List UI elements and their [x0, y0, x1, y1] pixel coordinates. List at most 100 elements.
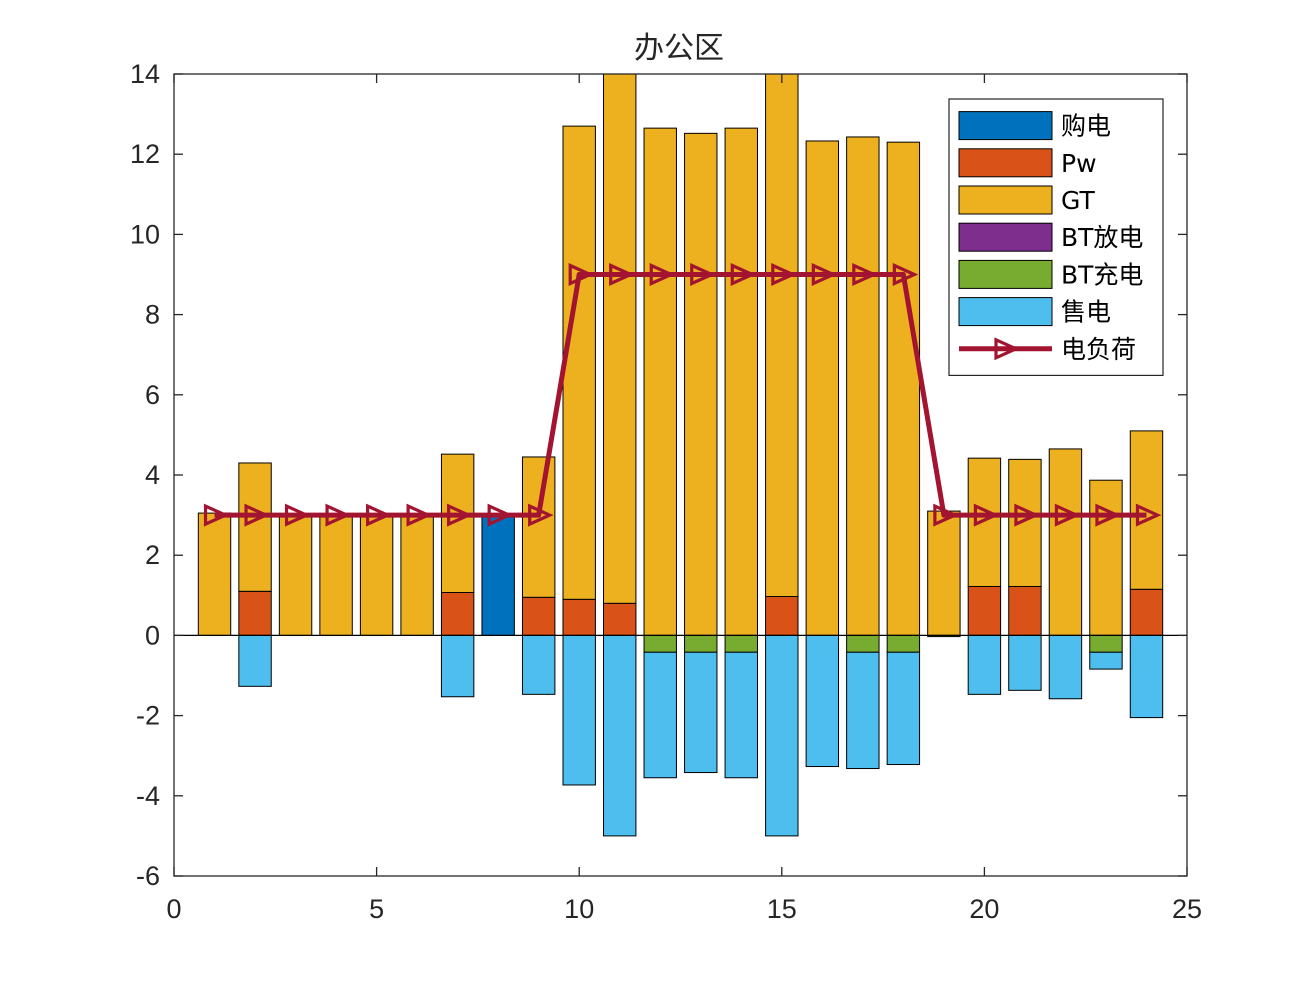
- bar-series1-2: [238, 590, 272, 636]
- bar-series2-4: [319, 514, 353, 636]
- bar-series5-7: [440, 634, 475, 698]
- legend-swatch-0: [958, 111, 1053, 141]
- bar-series4-14: [724, 634, 758, 653]
- bar-series5-13: [684, 651, 718, 774]
- load-line: [214, 272, 1147, 518]
- load-marker-18: [892, 263, 919, 286]
- bar-series0-8: [481, 514, 515, 636]
- bar-series2-20: [967, 457, 1002, 587]
- legend-swatch-5: [958, 297, 1053, 327]
- legend-label-5: 售电: [1061, 298, 1111, 327]
- bar-series2-17: [846, 136, 880, 636]
- bar-series2-22: [1048, 448, 1083, 636]
- y-tick-label-6: 6: [145, 380, 160, 410]
- load-marker-13: [690, 263, 716, 286]
- bar-series5-15: [765, 634, 799, 837]
- legend-swatch-2: [958, 185, 1053, 215]
- y-tick-label-4: 4: [145, 460, 160, 490]
- legend-label-1: Pw: [1061, 149, 1097, 178]
- y-tick-label--4: -4: [136, 781, 160, 811]
- chart-title: 办公区: [634, 31, 724, 66]
- load-marker-24: [1135, 503, 1162, 527]
- bar-series5-12: [643, 651, 677, 779]
- bar-series5-21: [1008, 634, 1042, 691]
- load-marker-10: [568, 263, 595, 286]
- x-tick-label-20: 20: [969, 894, 999, 924]
- axes-layer: 0 5 10 15 20 25 -6 -4 -2 0 2 4 6 8 10 12 14: [130, 59, 1202, 924]
- bar-series5-11: [603, 634, 637, 837]
- bar-series5-18: [886, 651, 921, 766]
- legend-swatch-3: [958, 222, 1053, 252]
- load-marker-4: [325, 503, 351, 527]
- load-marker-17: [852, 263, 878, 286]
- load-marker-11: [609, 263, 635, 286]
- y-tick-label-14: 14: [130, 59, 160, 89]
- x-tick-label-5: 5: [369, 894, 384, 924]
- bar-series2-5: [359, 514, 394, 636]
- x-tick-label-0: 0: [166, 894, 181, 924]
- load-marker-7: [447, 503, 473, 527]
- bar-series5-17: [846, 651, 880, 770]
- bar-series2-21: [1008, 458, 1042, 587]
- bar-series2-15: [765, 73, 799, 598]
- bar-series4-17: [846, 634, 880, 653]
- y-tick-label-8: 8: [145, 300, 160, 330]
- bars-layer: [197, 73, 1164, 837]
- bar-series4-18: [886, 634, 921, 653]
- bar-series2-3: [278, 514, 313, 636]
- load-marker-2: [244, 503, 270, 527]
- legend-label-3: BT放电: [1061, 223, 1143, 252]
- bar-series4-13: [684, 634, 718, 653]
- bar-series4-23: [1089, 634, 1123, 653]
- bar-series2-2: [238, 462, 272, 592]
- legend-swatch-4: [958, 259, 1053, 289]
- y-tick-label-0: 0: [145, 620, 160, 650]
- bar-series2-13: [684, 132, 718, 636]
- bar-series1-21: [1008, 585, 1042, 636]
- load-marker-23: [1095, 503, 1121, 527]
- bar-series2-18: [886, 141, 921, 636]
- bar-series1-7: [440, 591, 475, 636]
- load-marker-3: [284, 503, 311, 527]
- load-marker-9: [528, 503, 554, 527]
- load-marker-5: [366, 503, 392, 527]
- load-marker-19: [933, 503, 959, 527]
- x-tick-label-25: 25: [1172, 894, 1202, 924]
- load-marker-16: [811, 263, 838, 286]
- load-marker-21: [1014, 503, 1040, 527]
- x-tick-label-10: 10: [564, 894, 594, 924]
- bar-series2-23: [1089, 479, 1123, 636]
- y-tick-label--2: -2: [136, 701, 160, 731]
- bar-series2-19: [927, 510, 961, 636]
- bar-series5-16: [805, 634, 840, 768]
- bar-series5-9: [521, 634, 556, 695]
- bar-series5-10: [562, 634, 596, 786]
- legend-label-4: BT充电: [1061, 260, 1143, 289]
- load-marker-12: [649, 263, 676, 286]
- y-tick-label-2: 2: [145, 540, 160, 570]
- y-tick-label-12: 12: [130, 139, 160, 169]
- bar-series5-20: [967, 634, 1002, 695]
- bar-series2-11: [603, 73, 637, 604]
- bar-series2-6: [400, 514, 434, 636]
- bar-series5-14: [724, 651, 758, 779]
- load-marker-6: [406, 503, 433, 527]
- bar-series1-9: [521, 596, 556, 636]
- x-tick-label-15: 15: [767, 894, 797, 924]
- bar-series2-14: [724, 127, 758, 636]
- y-tick-label--6: -6: [136, 861, 160, 891]
- bar-series2-10: [562, 125, 596, 600]
- y-tick-label-10: 10: [130, 219, 160, 249]
- bar-series1-24: [1129, 588, 1164, 636]
- legend-line-marker: [994, 337, 1020, 361]
- bar-series4-12: [643, 634, 677, 653]
- load-marker-1: [203, 503, 230, 527]
- bar-series5-2: [238, 634, 272, 687]
- bar-series5-22: [1048, 634, 1083, 700]
- bar-series5-24: [1129, 634, 1164, 719]
- bar-series2-9: [521, 456, 556, 598]
- bar-series2-12: [643, 127, 677, 636]
- legend-label-load: 电负荷: [1061, 335, 1136, 364]
- load-marker-20: [973, 503, 1000, 527]
